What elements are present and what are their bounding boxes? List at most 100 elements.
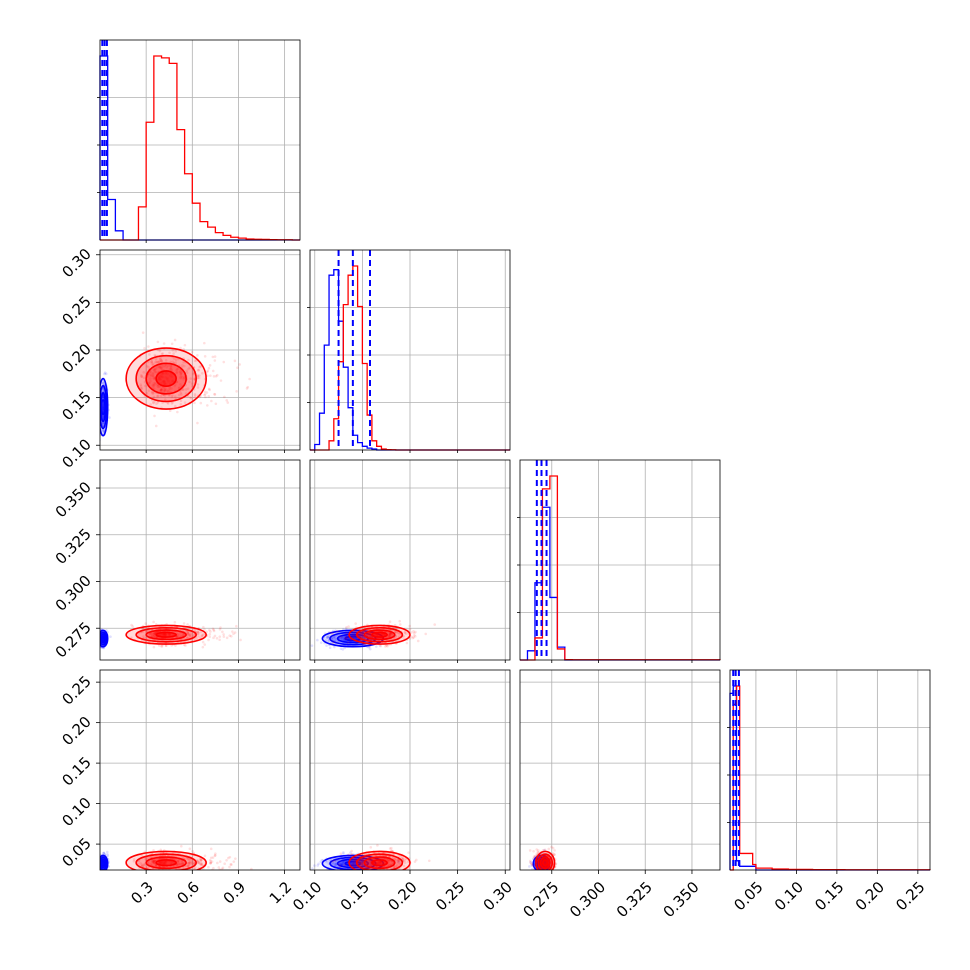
scatter-point [168, 393, 171, 397]
scatter-point [157, 385, 160, 389]
scatter-point [150, 360, 153, 364]
red-contour [155, 370, 177, 387]
scatter-point [207, 387, 211, 391]
scatter-point [403, 631, 407, 634]
scatter-point [155, 873, 158, 876]
scatter-point [169, 390, 172, 394]
scatter-point [188, 633, 192, 637]
scatter-point [238, 363, 241, 366]
scatter-point [185, 631, 189, 634]
pair-panel-3-2 [528, 845, 558, 876]
scatter-point [97, 870, 100, 873]
scatter-point [530, 862, 534, 866]
scatter-point [188, 380, 191, 384]
scatter-point [234, 857, 237, 860]
scatter-point [339, 852, 343, 855]
scatter-point [182, 388, 185, 391]
scatter-point [103, 871, 106, 874]
scatter-point [153, 631, 157, 635]
scatter-point [386, 644, 389, 648]
scatter-point [148, 353, 151, 356]
scatter-point [159, 358, 163, 362]
scatter-point [166, 871, 169, 874]
scatter-point [359, 631, 363, 635]
scatter-point [343, 646, 346, 650]
scatter-point [137, 872, 140, 875]
red-contour [155, 631, 177, 638]
scatter-point [160, 388, 163, 391]
scatter-point [360, 862, 364, 866]
scatter-point [163, 364, 167, 368]
scatter-point [101, 388, 105, 391]
scatter-point [211, 369, 215, 373]
scatter-point [408, 627, 412, 631]
scatter-point [408, 624, 411, 628]
scatter-point [368, 855, 371, 858]
scatter-point [106, 854, 110, 858]
scatter-point [359, 862, 363, 865]
scatter-point [553, 871, 556, 874]
scatter-point [543, 871, 546, 874]
scatter-point [168, 351, 171, 355]
scatter-point [346, 636, 349, 640]
scatter-point [367, 862, 371, 866]
scatter-point [154, 367, 158, 371]
scatter-point [182, 643, 186, 647]
scatter-point [151, 860, 154, 864]
blue-contour [100, 377, 109, 437]
scatter-point [331, 861, 335, 865]
scatter-point [189, 396, 193, 400]
scatter-point [155, 402, 158, 406]
x-tick-label: 0.9 [220, 878, 250, 908]
scatter-point [352, 872, 355, 875]
scatter-point [387, 634, 391, 637]
scatter-point [386, 859, 390, 862]
scatter-point [197, 632, 201, 635]
scatter-point [167, 388, 170, 391]
scatter-point [97, 637, 100, 640]
scatter-point [209, 861, 212, 865]
scatter-point [388, 632, 392, 636]
scatter-point [153, 634, 156, 637]
scatter-point [534, 854, 537, 858]
y-tick-label: 0.10 [58, 435, 94, 471]
scatter-point [161, 872, 164, 875]
scatter-point [235, 390, 238, 393]
scatter-point [153, 634, 156, 638]
scatter-point [200, 371, 204, 375]
scatter-point [171, 876, 174, 879]
blue-contour [100, 399, 106, 416]
scatter-point [170, 387, 173, 390]
scatter-point [389, 633, 393, 636]
y-tick-label: 0.325 [52, 525, 95, 568]
scatter-point [221, 630, 224, 634]
scatter-point [385, 644, 388, 647]
scatter-point [365, 870, 368, 873]
scatter-point [369, 846, 373, 849]
scatter-point [178, 370, 182, 374]
scatter-point [175, 367, 179, 371]
blue-contour [100, 631, 108, 646]
blue-contour [100, 629, 109, 648]
scatter-point [536, 850, 540, 854]
scatter-point [534, 871, 537, 874]
scatter-point [398, 872, 401, 875]
scatter-point [179, 372, 183, 376]
scatter-point [345, 626, 348, 629]
scatter-point [528, 849, 532, 852]
scatter-point [333, 635, 336, 638]
scatter-point [367, 646, 371, 649]
scatter-point [215, 637, 219, 640]
scatter-point [177, 859, 181, 862]
scatter-point [191, 850, 195, 853]
scatter-point [179, 370, 182, 374]
scatter-point [354, 622, 357, 625]
scatter-point [548, 873, 551, 876]
scatter-point [341, 862, 344, 866]
scatter-point [397, 861, 400, 865]
scatter-point [200, 634, 203, 637]
scatter-point [533, 873, 536, 876]
scatter-point [155, 361, 158, 364]
scatter-point [197, 861, 200, 865]
scatter-point [332, 636, 336, 640]
